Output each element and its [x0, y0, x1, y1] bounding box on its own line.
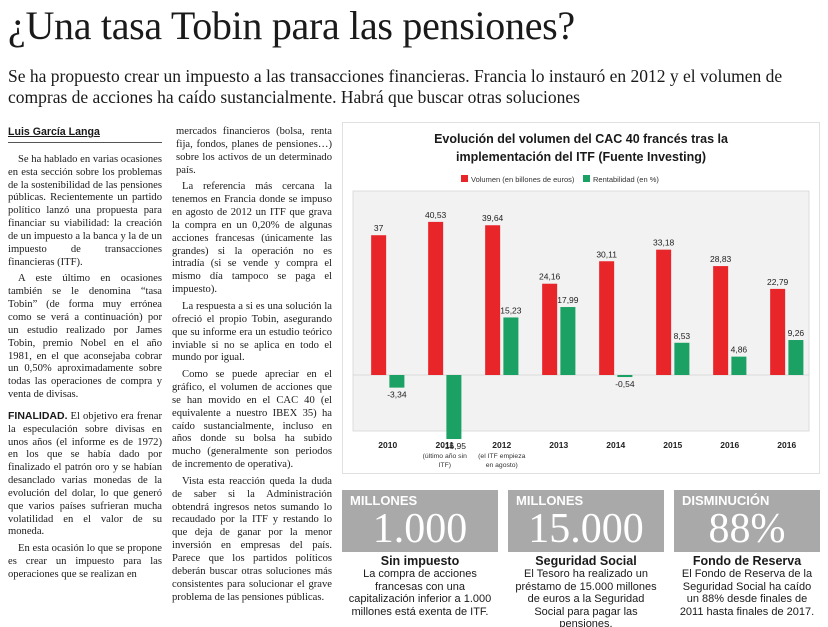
stat-label: MILLONES	[516, 493, 584, 508]
chart-title-line-2: implementación del ITF (Fuente Investing…	[456, 150, 706, 164]
data-label: 24,16	[539, 272, 561, 282]
paragraph: Como se puede apreciar en el gráfico, el…	[172, 369, 332, 471]
article-column-2: mercados financieros (bolsa, renta fija,…	[172, 126, 332, 608]
deck-subtitle: Se ha propuesto crear un impuesto a las …	[8, 66, 783, 107]
stat-description: La compra de acciones francesas con una …	[348, 568, 492, 618]
legend-label: Volumen (en billones de euros)	[471, 175, 575, 184]
stat-value: 15.000	[528, 506, 644, 552]
stat-title: Seguridad Social	[535, 554, 637, 568]
data-label: 4,86	[731, 345, 748, 355]
data-label: 8,53	[674, 331, 691, 341]
category-label: 2014	[606, 440, 625, 450]
paragraph: La respuesta a si es una solución la ofr…	[172, 300, 332, 364]
bar-volumen	[371, 235, 387, 375]
category-label: 2012	[492, 440, 511, 450]
bar-rentabilidad	[674, 342, 690, 375]
stat-title: Fondo de Reserva	[692, 554, 802, 568]
data-label: 22,79	[767, 277, 789, 287]
stat-value: 88%	[708, 506, 786, 552]
category-label: 2013	[549, 440, 568, 450]
stat-band: MILLONES 1.000	[342, 490, 498, 552]
data-label: 33,18	[653, 238, 675, 248]
stat-label: MILLONES	[350, 493, 418, 508]
bar-volumen	[713, 266, 729, 375]
data-label: 17,99	[557, 295, 579, 305]
bar-volumen	[542, 283, 558, 375]
data-label: 28,83	[710, 254, 732, 264]
bar-volumen	[770, 288, 786, 375]
plot-area	[352, 190, 810, 432]
section-lead-in: FINALIDAD.	[8, 409, 68, 422]
stat-box-seguridad-social: MILLONES 15.000 Seguridad Social El Teso…	[508, 490, 664, 627]
stat-description: El Fondo de Reserva de la Seguridad Soci…	[679, 568, 815, 618]
paragraph: A este último en ocasiones también se le…	[8, 273, 162, 401]
chart-legend: Volumen (en billones de euros) Rentabilid…	[461, 175, 659, 184]
bar-volumen	[428, 221, 444, 375]
data-label: 37	[374, 223, 384, 233]
byline: Luis García Langa	[8, 126, 162, 143]
bar-rentabilidad	[560, 307, 576, 375]
stat-value: 1.000	[372, 506, 468, 552]
category-sublabel: ITF)	[439, 462, 451, 469]
bar-rentabilidad	[731, 356, 747, 375]
bar-volumen	[485, 225, 501, 375]
headline: ¿Una tasa Tobin para las pensiones?	[8, 3, 575, 48]
bar-rentabilidad	[389, 375, 405, 388]
paragraph: mercados financieros (bolsa, renta fija,…	[176, 126, 332, 176]
paragraph: Vista esta reacción queda la duda de sab…	[172, 475, 332, 603]
category-label: 2015	[663, 440, 682, 450]
data-label: 15,23	[500, 305, 522, 315]
stat-box-fondo-reserva: DISMINUCIÓN 88% Fondo de Reserva El Fond…	[674, 490, 820, 622]
stat-description: El Tesoro ha realizado un préstamo de 15…	[515, 568, 657, 627]
data-label: -0,54	[615, 379, 635, 389]
stat-label: DISMINUCIÓN	[682, 493, 770, 508]
chart-title-line-1: Evolución del volumen del CAC 40 francés…	[434, 132, 729, 146]
article-column-1: Luis García Langa Se ha hablado en varia…	[8, 126, 162, 586]
category-sublabel: (último año sin	[423, 453, 467, 460]
data-label: -16,95	[442, 441, 466, 451]
category-label: 2010	[378, 440, 397, 450]
paragraph: En esta ocasión lo que se propone es cre…	[8, 543, 162, 580]
category-sublabel: (el ITF empieza	[478, 453, 525, 460]
legend-swatch	[461, 175, 468, 182]
category-sublabel: en agosto)	[486, 462, 518, 469]
chart-svg: Evolución del volumen del CAC 40 francés…	[352, 132, 810, 469]
category-label: 2016	[777, 440, 796, 450]
bar-rentabilidad	[446, 375, 462, 440]
bar-volumen	[656, 249, 672, 375]
data-label: 30,11	[596, 249, 617, 259]
bar-rentabilidad	[617, 375, 633, 378]
category-label: 2016	[720, 440, 739, 450]
legend-swatch	[583, 175, 590, 182]
data-label: 39,64	[482, 213, 504, 223]
bar-rentabilidad	[788, 340, 804, 375]
category-label: 2011	[436, 440, 455, 450]
data-label: -3,34	[387, 390, 407, 400]
paragraph: Se ha hablado en varias ocasiones en est…	[8, 153, 162, 268]
legend-label: Rentabilidad (en %)	[593, 175, 659, 184]
data-label: 9,26	[788, 328, 805, 338]
paragraph: La referencia más cercana la tenemos en …	[172, 181, 332, 296]
stat-box-sin-impuesto: MILLONES 1.000 Sin impuesto La compra de…	[342, 490, 498, 622]
bar-rentabilidad	[503, 317, 519, 375]
stat-title: Sin impuesto	[380, 554, 460, 568]
bar-volumen	[599, 261, 615, 375]
stat-band: DISMINUCIÓN 88%	[674, 490, 820, 552]
data-label: 40,53	[425, 210, 447, 220]
volume-chart: Evolución del volumen del CAC 40 francés…	[342, 122, 820, 474]
paragraph-text: El objetivo era frenar la especulación s…	[8, 410, 162, 538]
stat-band: MILLONES 15.000	[508, 490, 664, 552]
paragraph-finalidad: FINALIDAD. El objetivo era frenar la esp…	[8, 410, 162, 539]
